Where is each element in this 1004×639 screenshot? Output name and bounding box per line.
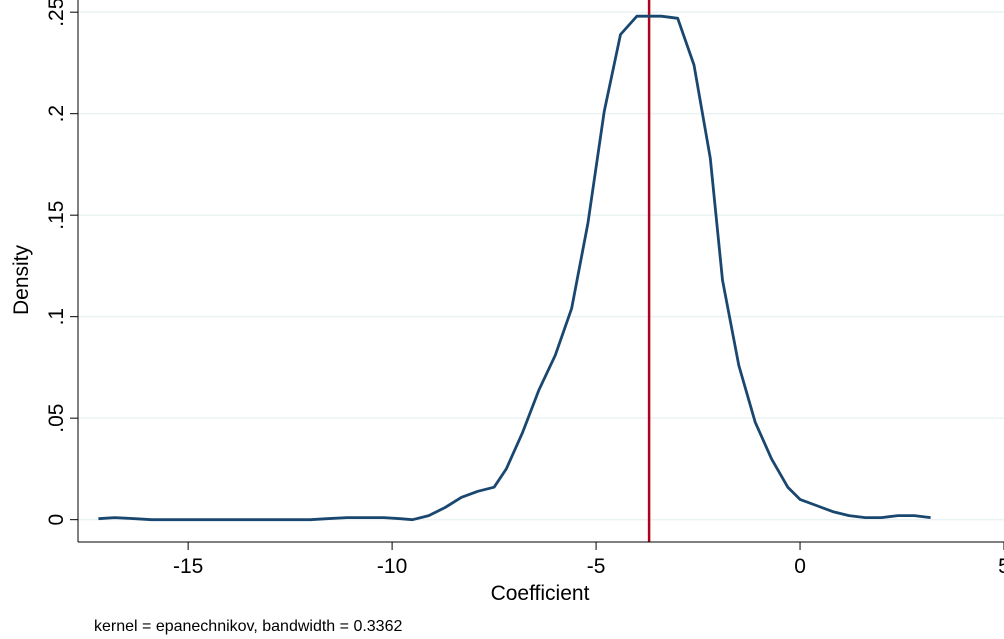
- axes: [70, 0, 1004, 550]
- x-tick-label: 5: [998, 555, 1004, 578]
- density-line: [98, 14, 931, 522]
- x-axis-title: Coefficient: [491, 582, 590, 605]
- density-series: [98, 14, 931, 522]
- y-tick-label: .2: [45, 105, 68, 123]
- y-tick-label: .15: [45, 201, 68, 230]
- y-axis-title: Density: [10, 244, 33, 315]
- y-tick-label: 0: [45, 514, 68, 526]
- kernel-note: kernel = epanechnikov, bandwidth = 0.336…: [94, 618, 402, 635]
- x-tick-label: -10: [377, 555, 407, 578]
- y-tick-label: .05: [45, 404, 68, 433]
- tick-labels: 0 .05 .1 .15 .2 .25 -15 -10 -5 0 5: [45, 0, 1004, 578]
- y-tick-label: .1: [45, 308, 68, 326]
- y-tick-label: .25: [45, 0, 68, 27]
- gridlines: [78, 11, 1004, 521]
- x-tick-label: 0: [794, 555, 806, 578]
- x-tick-label: -15: [173, 555, 203, 578]
- x-tick-label: -5: [587, 555, 606, 578]
